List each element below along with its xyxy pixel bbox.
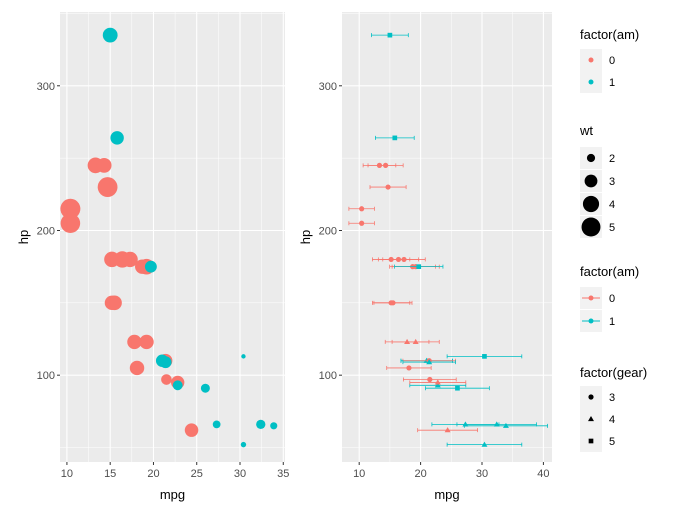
data-point <box>482 354 487 359</box>
data-point <box>412 338 419 344</box>
data-point <box>139 334 154 350</box>
x-tick-label: 15 <box>104 468 116 480</box>
panel-background <box>60 12 285 462</box>
legend-label: 1 <box>609 316 615 328</box>
data-point <box>406 365 412 371</box>
data-point <box>60 213 81 234</box>
data-point <box>97 177 118 197</box>
panel-background <box>342 12 552 462</box>
data-point <box>481 441 488 447</box>
data-point <box>387 32 393 38</box>
data-point <box>434 379 441 385</box>
x-tick-label: 10 <box>353 468 365 480</box>
data-point <box>184 423 199 437</box>
data-point <box>388 256 394 263</box>
data-point <box>240 441 247 448</box>
data-point <box>427 376 433 383</box>
data-point <box>376 162 383 168</box>
legend-point <box>588 438 594 444</box>
legend-point <box>582 195 600 213</box>
data-point <box>359 206 365 212</box>
legend-label: 4 <box>609 199 615 211</box>
y-tick-label: 300 <box>37 81 55 93</box>
x-tick-label: 20 <box>414 468 426 480</box>
data-point <box>256 419 266 430</box>
data-point <box>161 374 172 385</box>
legend-label: 3 <box>609 176 615 188</box>
data-point <box>212 420 221 429</box>
data-point <box>462 421 469 427</box>
x-tick-label: 40 <box>537 468 549 480</box>
x-tick-label: 35 <box>277 468 289 480</box>
data-point <box>426 359 433 365</box>
legend-title: wt <box>579 123 593 138</box>
data-point <box>156 355 168 367</box>
data-point <box>200 383 210 393</box>
legend-point <box>588 295 594 301</box>
legend-point <box>586 153 596 163</box>
y-tick-label: 300 <box>319 81 337 93</box>
data-point <box>172 380 183 391</box>
legend-point <box>584 174 598 188</box>
legend-point <box>588 57 594 63</box>
data-point <box>129 360 145 376</box>
legend-title: factor(gear) <box>580 365 647 380</box>
y-tick-label: 100 <box>37 370 55 382</box>
x-tick-label: 30 <box>476 468 488 480</box>
data-point <box>241 354 246 359</box>
data-point <box>416 264 422 270</box>
data-point <box>122 251 138 268</box>
x-tick-label: 30 <box>234 468 246 480</box>
x-tick-label: 25 <box>191 468 203 480</box>
data-point <box>110 131 124 145</box>
y-axis-title: hp <box>16 230 31 244</box>
legend-label: 4 <box>609 414 615 426</box>
x-tick-label: 10 <box>61 468 73 480</box>
legend-point <box>588 318 594 324</box>
data-point <box>96 157 112 173</box>
data-point <box>60 198 81 219</box>
legend-label: 5 <box>609 436 615 448</box>
data-point <box>392 135 398 141</box>
y-tick-label: 200 <box>37 225 55 237</box>
legend-point <box>588 79 594 85</box>
data-point <box>444 427 451 433</box>
legend-title: factor(am) <box>580 264 639 279</box>
legend-point <box>588 394 594 400</box>
data-point <box>359 220 365 226</box>
data-point <box>104 295 120 311</box>
legend-label: 5 <box>609 222 615 234</box>
y-tick-label: 200 <box>319 225 337 237</box>
data-point <box>102 27 118 43</box>
data-point <box>493 421 500 427</box>
legend-label: 3 <box>609 392 615 404</box>
data-point <box>388 300 394 306</box>
data-point <box>270 422 278 430</box>
legend-label: 2 <box>609 153 615 165</box>
legend-label: 1 <box>609 77 615 89</box>
legend-point <box>588 416 594 422</box>
data-point <box>127 334 142 350</box>
legend-label: 0 <box>609 293 615 305</box>
legend-label: 0 <box>609 55 615 67</box>
x-axis-title: mpg <box>434 487 459 502</box>
data-point <box>385 184 391 190</box>
data-point <box>455 385 460 391</box>
y-tick-label: 100 <box>319 370 337 382</box>
legend-title: factor(am) <box>580 27 639 42</box>
data-point <box>104 251 120 268</box>
data-point <box>144 260 157 273</box>
y-axis-title: hp <box>298 230 313 244</box>
x-tick-label: 20 <box>147 468 159 480</box>
legend-point <box>581 217 601 237</box>
data-point <box>502 422 509 428</box>
data-point <box>404 338 411 344</box>
x-axis-title: mpg <box>160 487 185 502</box>
data-point <box>434 382 441 388</box>
data-point <box>135 259 150 274</box>
